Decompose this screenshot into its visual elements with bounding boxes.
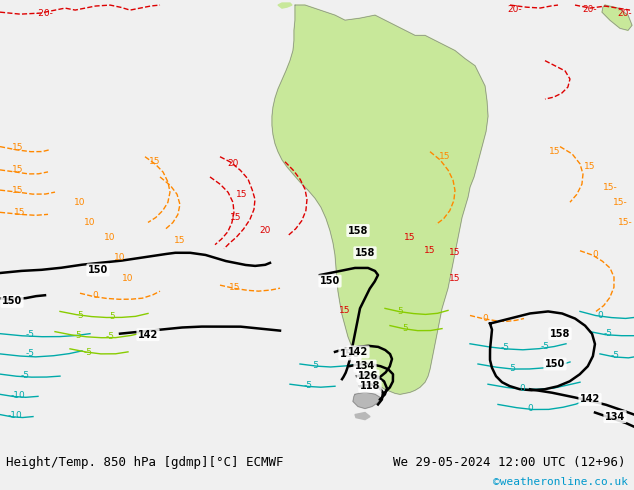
Text: -5: -5 xyxy=(311,361,320,369)
Polygon shape xyxy=(353,392,380,409)
Text: 5: 5 xyxy=(402,324,408,333)
Text: 20-: 20- xyxy=(583,4,597,14)
Text: -5: -5 xyxy=(507,364,517,372)
Text: 10: 10 xyxy=(84,218,96,227)
Text: 10: 10 xyxy=(122,273,134,283)
Text: -5: -5 xyxy=(25,330,34,339)
Text: 15-: 15- xyxy=(618,218,632,227)
Text: 15-: 15- xyxy=(612,198,628,207)
Polygon shape xyxy=(602,5,632,30)
Text: 118: 118 xyxy=(360,381,380,391)
Polygon shape xyxy=(278,3,292,8)
Text: We 29-05-2024 12:00 UTC (12+96): We 29-05-2024 12:00 UTC (12+96) xyxy=(393,456,626,469)
Text: 15-: 15- xyxy=(603,183,618,192)
Text: 134: 134 xyxy=(355,361,375,371)
Text: 20-: 20- xyxy=(508,4,522,14)
Text: 10: 10 xyxy=(104,233,116,242)
Text: 20: 20 xyxy=(259,226,271,235)
Text: Height/Temp. 850 hPa [gdmp][°C] ECMWF: Height/Temp. 850 hPa [gdmp][°C] ECMWF xyxy=(6,456,284,469)
Text: 0: 0 xyxy=(597,311,603,320)
Text: 5: 5 xyxy=(77,311,83,320)
Text: 142: 142 xyxy=(348,347,368,357)
Text: 20: 20 xyxy=(228,159,238,168)
Text: 20-: 20- xyxy=(618,9,632,18)
Text: 15: 15 xyxy=(12,186,23,195)
Text: 15: 15 xyxy=(450,248,461,257)
Polygon shape xyxy=(272,5,488,394)
Text: 158: 158 xyxy=(348,225,368,236)
Text: 15: 15 xyxy=(236,190,248,198)
Text: 15: 15 xyxy=(12,143,23,152)
Text: 5: 5 xyxy=(397,307,403,316)
Text: 0: 0 xyxy=(592,250,598,259)
Text: -5: -5 xyxy=(20,370,30,380)
Text: ©weatheronline.co.uk: ©weatheronline.co.uk xyxy=(493,477,628,487)
Text: 158: 158 xyxy=(355,248,375,258)
Text: 15: 15 xyxy=(230,283,241,292)
Polygon shape xyxy=(355,413,370,419)
Text: 150: 150 xyxy=(88,265,108,275)
Text: 150: 150 xyxy=(2,296,22,306)
Text: -5: -5 xyxy=(304,381,313,390)
Text: 0: 0 xyxy=(482,314,488,323)
Text: 15: 15 xyxy=(450,273,461,283)
Text: 15: 15 xyxy=(174,236,186,245)
Text: -5: -5 xyxy=(25,349,34,358)
Text: 0: 0 xyxy=(92,291,98,300)
Text: 150: 150 xyxy=(340,349,360,359)
Text: 0: 0 xyxy=(527,404,533,413)
Text: -5: -5 xyxy=(604,329,612,338)
Text: 15: 15 xyxy=(149,157,161,166)
Text: -5: -5 xyxy=(84,348,93,357)
Text: -5: -5 xyxy=(611,351,619,361)
Text: 126: 126 xyxy=(358,371,378,381)
Text: 150: 150 xyxy=(545,359,565,369)
Text: 142: 142 xyxy=(580,394,600,404)
Text: 134: 134 xyxy=(605,412,625,421)
Text: 15: 15 xyxy=(12,165,23,174)
Text: 15: 15 xyxy=(230,213,242,222)
Text: 15: 15 xyxy=(585,162,596,171)
Text: 15: 15 xyxy=(549,147,560,156)
Text: 5: 5 xyxy=(109,312,115,321)
Text: -10: -10 xyxy=(8,411,22,420)
Text: 15: 15 xyxy=(439,152,451,161)
Text: -5: -5 xyxy=(541,343,550,351)
Text: 15: 15 xyxy=(14,208,26,217)
Text: 150: 150 xyxy=(320,276,340,286)
Text: 0: 0 xyxy=(519,384,525,393)
Text: 142: 142 xyxy=(138,330,158,340)
Text: 158: 158 xyxy=(550,329,570,339)
Text: -5: -5 xyxy=(500,343,510,352)
Text: 15: 15 xyxy=(404,233,416,242)
Text: 5: 5 xyxy=(75,331,81,340)
Text: -5: -5 xyxy=(105,332,115,341)
Text: 15: 15 xyxy=(339,306,351,315)
Text: 10: 10 xyxy=(74,198,86,207)
Text: 10: 10 xyxy=(114,253,126,262)
Text: -10: -10 xyxy=(11,391,25,400)
Text: 15: 15 xyxy=(424,246,436,255)
Text: -20-: -20- xyxy=(36,9,54,18)
